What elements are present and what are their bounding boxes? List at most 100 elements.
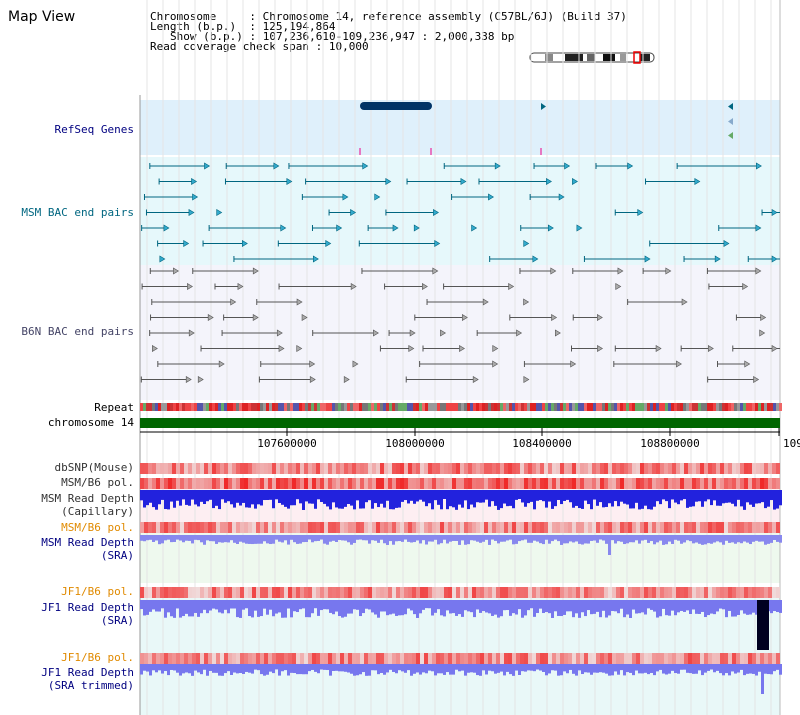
refseq-label[interactable]: RefSeq Genes [54,123,134,136]
dbsnp-label[interactable]: dbSNP(Mouse) [54,461,134,474]
pol-cell [228,653,232,664]
jf1-trim-bar [329,664,332,676]
jf1-trim-bar [581,664,584,675]
repeat-block [260,403,263,411]
msm-sra-label[interactable]: MSM Read Depth [41,536,134,549]
msm-b6-pol-label[interactable]: MSM/B6 pol. [61,476,134,489]
msm-sra-bar [692,535,695,544]
jf1-trim-bar [647,664,650,675]
pol-cell [548,478,552,489]
jf1-trim-bar [779,664,782,675]
jf1-depth-bar [671,600,674,611]
msm-depth-bar [311,490,314,504]
jf1-trim-bar [683,664,686,670]
pol-cell [644,587,648,598]
pol-cell [752,653,756,664]
pol-cell [592,478,596,489]
msm-depth-label[interactable]: MSM Read Depth [41,492,134,505]
bac-arrow-icon [278,344,285,353]
jf1-trim-bar [263,664,266,676]
pol-cell [668,478,672,489]
pol-cell [264,522,268,533]
msm-sra-bar [632,535,635,543]
jf1-depth-bar [287,600,290,609]
pol-cell [304,587,308,598]
repeat-block [653,403,656,411]
jf1-trim-bar [389,664,392,670]
pol-cell [148,478,152,489]
pol-cell [720,522,724,533]
bac-arrow-icon [460,177,467,186]
bac-arrow-icon [482,298,489,306]
pol-cell [364,522,368,533]
msm-sra-bar [722,535,725,545]
pol-cell [244,522,248,533]
msm-sra-bar [620,535,623,542]
msm-depth-bar [314,490,317,509]
dbsnp-cell [400,463,404,474]
jf1-trim-label[interactable]: JF1 Read Depth [41,666,134,679]
repeat-block [548,403,551,411]
dbsnp-cell [316,463,320,474]
dbsnp-cell [492,463,496,474]
msm-depth-bar [341,490,344,509]
bac-arrow-icon [237,282,244,291]
jf1-trim-bar [671,664,674,671]
repeat-block [749,403,752,411]
repeat-block [221,403,224,411]
msm-depth-bar [170,490,173,502]
dbsnp-cell [724,463,728,474]
msm-bac-label[interactable]: MSM BAC end pairs [21,206,134,219]
repeat-block [461,403,464,411]
msm-sra-bar [773,535,776,541]
pol-cell [728,653,732,664]
msm-sra-bar [521,535,524,541]
b6n-bac-label[interactable]: B6N BAC end pairs [21,325,134,338]
dbsnp-cell [636,463,640,474]
pol-cell [616,653,620,664]
pol-cell [724,522,728,533]
pol-cell [164,653,168,664]
pol-cell [500,653,504,664]
repeat-block [659,403,662,411]
pol-cell [484,522,488,533]
msm-b6-pol2-label[interactable]: MSM/B6 pol. [61,521,134,534]
dbsnp-cell [656,463,660,474]
pol-cell [156,478,160,489]
axis-tick: 108400000 [512,437,572,450]
jf1-depth-bar [263,600,266,609]
pol-cell [148,653,152,664]
msm-depth-bar [251,490,254,505]
pol-cell [552,587,556,598]
pol-cell [612,522,616,533]
pol-cell [284,653,288,664]
jf1-pol2-label[interactable]: JF1/B6 pol. [61,651,134,664]
pol-cell [180,587,184,598]
msm-depth-bar [527,490,530,504]
jf1-depth-bar [158,600,161,612]
dbsnp-cell [544,463,548,474]
pol-cell [768,478,772,489]
msm-depth-bar [191,490,194,500]
msm-sra-bar [482,535,485,542]
pol-cell [300,522,304,533]
msm-sra-bar [629,535,632,543]
pol-cell [628,522,632,533]
msm-depth-bar [446,490,449,510]
jf1-trim-bar [770,664,773,675]
msm-sra-bar [200,535,203,543]
pol-cell [604,587,608,598]
jf1-depth-label[interactable]: JF1 Read Depth [41,601,134,614]
msm-depth-bar [560,490,563,505]
pol-cell [552,653,556,664]
pol-cell [764,653,768,664]
dbsnp-cell [744,463,748,474]
pol-cell [520,653,524,664]
jf1-pol-label[interactable]: JF1/B6 pol. [61,585,134,598]
bac-arrow-icon [191,177,198,186]
pol-cell [232,478,236,489]
pol-cell [316,522,320,533]
msm-sra-bar [338,535,341,540]
